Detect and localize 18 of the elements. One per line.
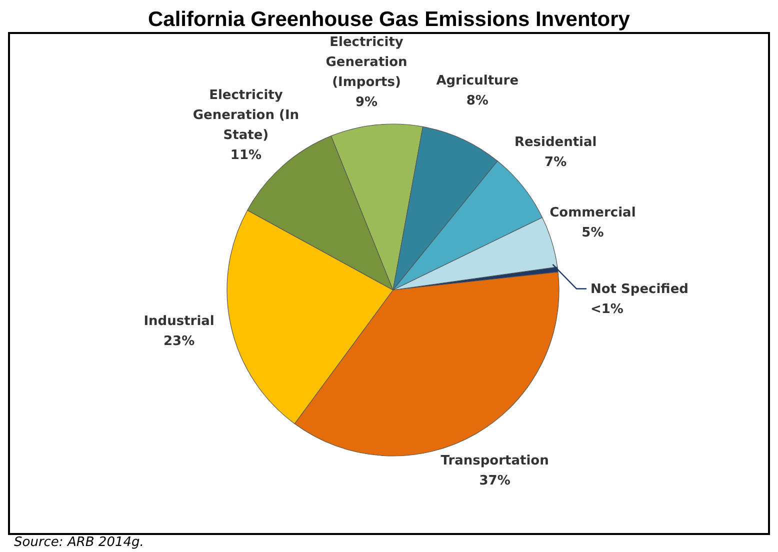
slice-label: Industrial [144,314,214,329]
data-label: 37% [479,472,510,488]
data-label: 11% [230,147,262,162]
data-label: <1% [590,301,624,316]
slice-label: Residential [514,134,597,150]
slice-label: Not Specified [590,281,688,296]
data-label: 7% [544,154,567,170]
data-label: 5% [582,225,604,240]
data-label: 23% [163,334,195,349]
source-note: Source: ARB 2014g. [14,535,144,551]
data-label: 9% [355,94,378,110]
slice-label: Transportation [440,452,549,468]
slice-label: Agriculture [436,73,519,88]
data-label: 8% [466,93,488,108]
chart-title: California Greenhouse Gas Emissions Inventory [147,8,631,32]
slice-label: Commercial [550,205,636,220]
slice-label: Electricity Generation (Imports) [326,34,408,90]
slice-label: Electricity Generation (In State) [192,87,300,142]
